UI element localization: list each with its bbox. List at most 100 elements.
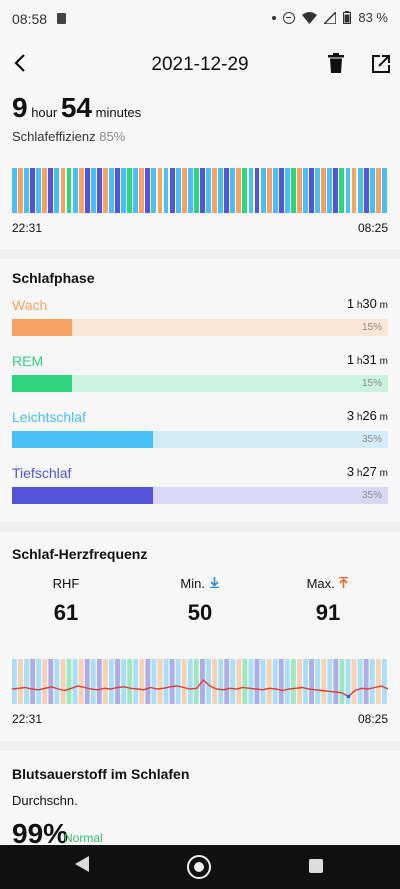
hr-background-segment — [303, 659, 308, 704]
timeline-segment-tief — [30, 168, 36, 213]
hr-chart-start-time: 22:31 — [12, 712, 43, 726]
timeline-segment-wach — [375, 168, 381, 213]
hr-background-segment — [66, 659, 72, 704]
min-label-text: Min. — [180, 576, 205, 591]
spo2-status: Normal — [64, 831, 103, 845]
status-time: 08:58 — [12, 11, 48, 27]
spo2-title: Blutsauerstoff im Schlafen — [12, 766, 190, 782]
page-title: 2021-12-29 — [151, 54, 249, 75]
timeline-segment-leicht — [284, 168, 290, 213]
nav-home-icon[interactable] — [187, 855, 211, 879]
phase-duration-rem: 1 h31 m — [346, 352, 388, 367]
phase-bar-fill — [12, 487, 153, 504]
max-heart-rate-label: Max. — [268, 576, 388, 591]
nav-back-icon[interactable] — [74, 855, 90, 873]
phase-label-rem: REM — [12, 353, 44, 369]
arrow-up-icon — [339, 576, 349, 588]
section-divider — [0, 522, 400, 532]
timeline-segment-leicht — [151, 168, 157, 213]
timeline-segment-wach — [297, 168, 302, 213]
timeline-segment-leicht — [54, 168, 60, 213]
timeline-segment-leicht — [303, 168, 308, 213]
timeline-segment-leicht — [24, 168, 29, 213]
timeline-segment-tief — [48, 168, 54, 213]
hr-background-segment — [278, 659, 284, 704]
phase-duration-leicht: 3 h26 m — [346, 408, 388, 423]
timeline-segment-leicht — [357, 168, 363, 213]
hr-background-segment — [151, 659, 157, 704]
heart-rate-chart — [12, 659, 388, 704]
hr-background-segment — [375, 659, 381, 704]
timeline-segment-leicht — [248, 168, 254, 213]
hr-background-segment — [369, 659, 375, 704]
timeline-segment-wach — [321, 168, 327, 213]
timeline-segment-wach — [42, 168, 48, 213]
timeline-segment-wach — [102, 168, 108, 213]
timeline-segment-tief — [224, 168, 230, 213]
hr-background-segment — [315, 659, 321, 704]
min-heart-rate-marker — [346, 694, 351, 699]
hr-background-segment — [260, 659, 266, 704]
hr-background-segment — [109, 659, 114, 704]
timeline-segment-leicht — [187, 168, 193, 213]
timeline-segment-leicht — [260, 168, 266, 213]
phase-percent: 35% — [361, 490, 382, 501]
timeline-segment-leicht — [345, 168, 351, 213]
timeline-segment-leicht — [36, 168, 42, 213]
hr-background-segment — [48, 659, 54, 704]
hr-background-segment — [381, 659, 387, 704]
efficiency-value: 85% — [99, 129, 126, 144]
hr-background-segment — [18, 659, 23, 704]
timeline-segment-leicht — [218, 168, 224, 213]
timeline-segment-tief — [84, 168, 90, 213]
hr-background-segment — [169, 659, 175, 704]
hr-background-segment — [248, 659, 254, 704]
sd-card-icon — [57, 13, 66, 24]
phase-duration-tief: 3 h27 m — [346, 464, 388, 479]
timeline-segment-wach — [181, 168, 187, 213]
timeline-segment-leicht — [121, 168, 127, 213]
timeline-segment-leicht — [90, 168, 96, 213]
timeline-start-time: 22:31 — [12, 221, 43, 235]
phase-bar-rem: 15% — [12, 375, 388, 392]
phase-percent: 15% — [361, 322, 382, 333]
trash-icon[interactable] — [325, 52, 347, 74]
timeline-segment-tief — [278, 168, 284, 213]
heart-rate-title: Schlaf-Herzfrequenz — [12, 546, 148, 562]
spo2-value: 99% — [12, 818, 69, 849]
signal-icon — [324, 11, 337, 24]
duration-hours: 9 — [12, 92, 28, 123]
share-icon[interactable] — [370, 53, 392, 75]
hr-background-segment — [175, 659, 181, 704]
timeline-segment-leicht — [12, 168, 17, 213]
hr-background-segment — [357, 659, 363, 704]
nav-recents-icon[interactable] — [309, 859, 323, 873]
heart-rate-line — [12, 678, 388, 698]
rhf-value: 61 — [53, 600, 79, 625]
timeline-segment-leicht — [109, 168, 114, 213]
back-arrow-icon[interactable] — [10, 52, 32, 74]
hr-background-segment — [351, 659, 357, 704]
hr-background-segment — [254, 659, 260, 704]
hr-background-segment — [72, 659, 78, 704]
timeline-segment-leicht — [272, 168, 278, 213]
phase-label-tief: Tiefschlaf — [12, 465, 72, 481]
phase-bar-fill — [12, 375, 73, 392]
phase-bar-fill — [12, 319, 73, 336]
notification-dot-icon — [272, 15, 277, 20]
hr-background-segment — [321, 659, 327, 704]
hr-background-segment — [236, 659, 242, 704]
phase-percent: 15% — [361, 378, 382, 389]
timeline-segment-leicht — [315, 168, 321, 213]
hr-background-segment — [84, 659, 90, 704]
timeline-segment-rem — [290, 168, 296, 213]
timeline-segment-tief — [254, 168, 260, 213]
hr-background-segment — [90, 659, 96, 704]
section-divider — [0, 741, 400, 751]
timeline-segment-leicht — [327, 168, 333, 213]
timeline-segment-wach — [18, 168, 23, 213]
duration-minutes: 54 — [60, 92, 93, 123]
hr-background-segment — [266, 659, 272, 704]
timeline-segment-wach — [236, 168, 242, 213]
phase-bar-wach: 15% — [12, 319, 388, 336]
